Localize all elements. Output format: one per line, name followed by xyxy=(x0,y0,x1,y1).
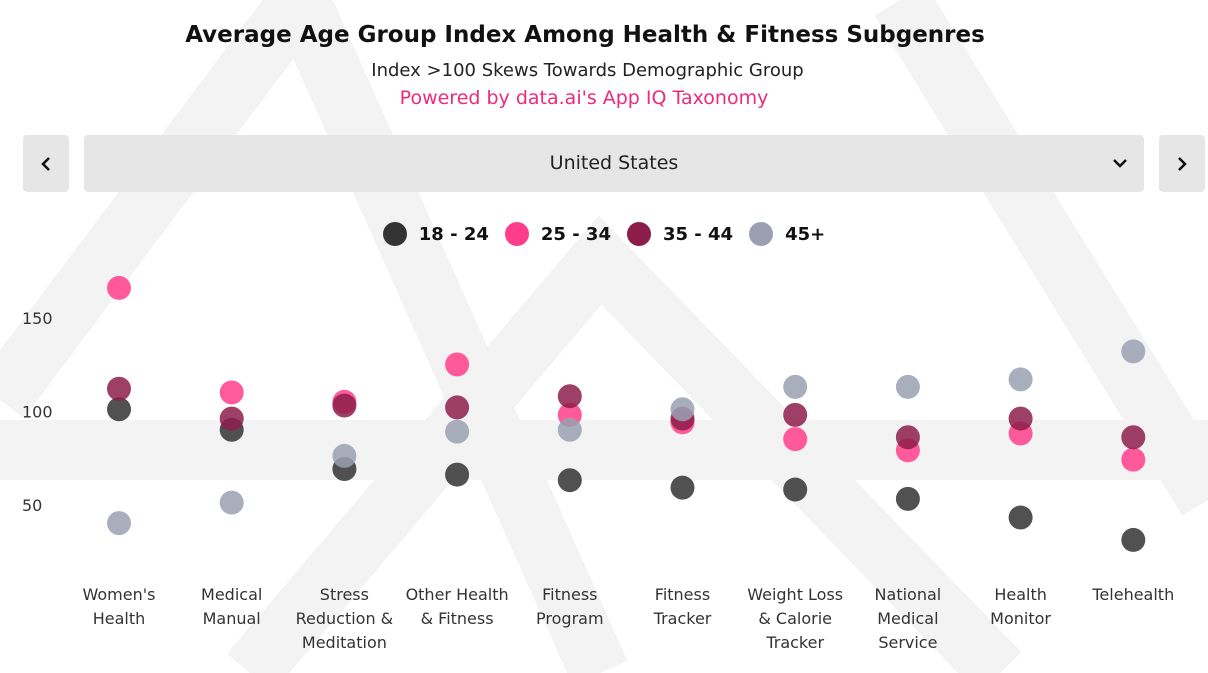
subtitle: Index >100 Skews Towards Demographic Gro… xyxy=(371,60,804,81)
dot xyxy=(107,397,131,422)
x-tick-label: Weight Loss & Calorie Tracker xyxy=(747,585,844,652)
dot xyxy=(895,425,920,450)
dot xyxy=(1008,367,1033,392)
legend-swatch xyxy=(749,222,774,246)
country-dropdown[interactable]: United States xyxy=(84,135,1144,192)
dot xyxy=(1121,425,1146,450)
next-icon xyxy=(1178,156,1187,171)
dot xyxy=(219,406,244,431)
dot xyxy=(1008,505,1033,530)
legend-label: 45+ xyxy=(785,223,826,245)
x-tick-label: Health Monitor xyxy=(990,585,1051,628)
x-tick-label: Medical Manual xyxy=(201,585,263,628)
title: Average Age Group Index Among Health & F… xyxy=(185,22,985,48)
dot xyxy=(783,402,808,427)
legend-swatch xyxy=(382,222,407,246)
y-tick-label: 50 xyxy=(22,496,42,515)
dot xyxy=(1121,527,1146,552)
x-tick-label: Other Health & Fitness xyxy=(405,585,509,628)
dropdown-value: United States xyxy=(549,152,679,174)
dot xyxy=(445,352,470,377)
legend-item: 25 - 34 xyxy=(504,222,611,246)
y-tick-label: 150 xyxy=(22,309,53,328)
x-tick-label: Stress Reduction & Meditation xyxy=(295,585,394,652)
dot xyxy=(670,475,695,500)
legend-swatch xyxy=(504,222,529,246)
legend: 18 - 24 25 - 34 35 - 44 45+ xyxy=(0,222,1208,246)
next-button[interactable] xyxy=(1159,135,1205,192)
dot xyxy=(895,374,920,399)
dot xyxy=(670,397,695,422)
legend-item: 18 - 24 xyxy=(382,222,489,246)
dot xyxy=(1121,339,1146,364)
dot xyxy=(783,374,808,399)
legend-label: 35 - 44 xyxy=(662,223,734,245)
dot xyxy=(219,490,244,515)
x-tick-label: Women's Health xyxy=(82,585,156,628)
dot xyxy=(445,395,470,420)
x-tick-label: Telehealth xyxy=(1092,585,1175,604)
dropdown-icon xyxy=(1113,159,1127,168)
prev-button[interactable] xyxy=(23,135,69,192)
x-tick-label: Fitness Tracker xyxy=(653,585,712,628)
dot xyxy=(895,486,920,511)
legend-item: 45+ xyxy=(749,222,825,246)
dot xyxy=(1121,447,1146,472)
legend-label: 18 - 24 xyxy=(418,223,489,245)
dot xyxy=(557,468,582,493)
prev-icon xyxy=(41,156,50,171)
dot xyxy=(332,443,357,468)
dot xyxy=(445,462,470,487)
dot xyxy=(107,376,131,401)
legend-swatch xyxy=(626,222,651,246)
dot xyxy=(557,384,582,409)
dot xyxy=(332,393,357,418)
y-tick-label: 100 xyxy=(22,403,53,422)
dot xyxy=(1008,406,1033,431)
dot xyxy=(557,417,582,442)
legend-label: 25 - 34 xyxy=(540,223,611,245)
source: Powered by data.ai's App IQ Taxonomy xyxy=(399,87,769,109)
x-tick-label: Fitness Program xyxy=(536,585,604,628)
dot xyxy=(107,275,131,300)
x-tick-label: National Medical Service xyxy=(874,585,942,652)
dot xyxy=(107,511,131,536)
dot xyxy=(445,419,470,444)
dot xyxy=(783,477,808,502)
dot xyxy=(219,380,244,405)
dot xyxy=(783,427,808,452)
legend-item: 35 - 44 xyxy=(626,222,734,246)
